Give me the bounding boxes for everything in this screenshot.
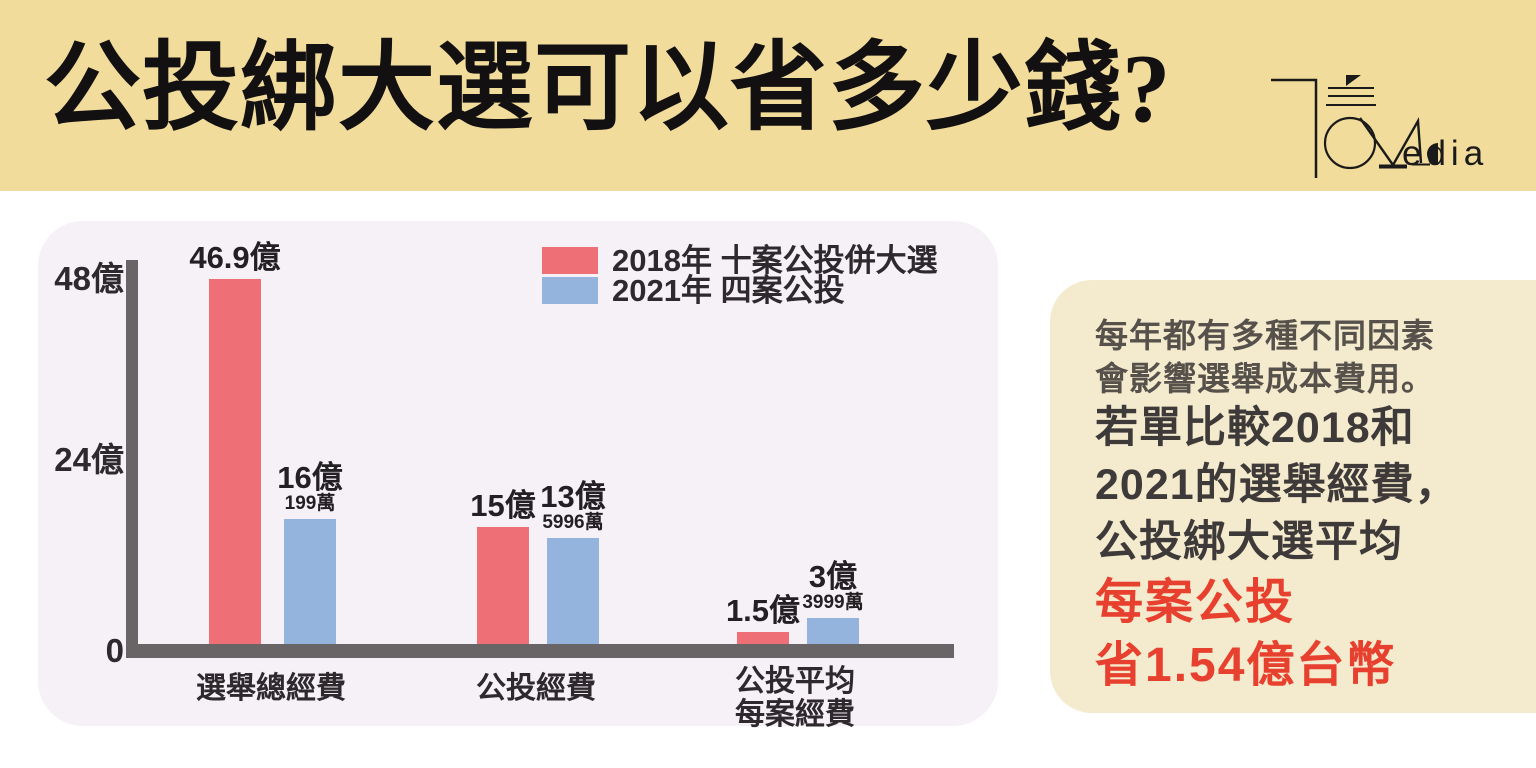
logo-c-circle — [1323, 116, 1377, 170]
page-title: 公投綁大選可以省多少錢? — [44, 35, 1172, 142]
bar-series0-group1 — [477, 527, 529, 644]
note-line-4: 2021的選舉經費， — [1095, 461, 1459, 509]
logo-d-bowl — [1427, 143, 1438, 165]
bar-series0-group0 — [209, 279, 261, 644]
legend-label-2021: 2021年 四案公投 — [612, 272, 845, 308]
logo-corner-stroke — [1271, 78, 1318, 178]
note-line-2: 會影響選舉成本費用。 — [1095, 360, 1435, 397]
bar-chart-card: 48億 24億 0 2018年 十案公投併大選 2021年 四案公投 46.9億… — [38, 221, 998, 731]
logo-flag — [1346, 75, 1361, 86]
summary-note-text: 每年都有多種不同因素 會影響選舉成本費用。 若單比較2018和 2021的選舉經… — [1095, 314, 1459, 697]
legend-item-2018: 2018年 十案公投併大選 — [542, 242, 938, 278]
legend-swatch-2021 — [542, 276, 598, 304]
bar-value-label-series1-group0: 16億 199萬 — [277, 460, 343, 515]
x-axis-line — [126, 644, 954, 658]
logo-m-stroke — [1359, 116, 1423, 168]
bar-value-label-series1-group2: 3億 3999萬 — [802, 559, 864, 614]
bar-series1-group1 — [547, 538, 599, 644]
bar-value-label-series1-group1: 13億 5996萬 — [540, 479, 606, 534]
header-banner: 公投綁大選可以省多少錢? edia — [0, 0, 1536, 191]
legend-item-2021: 2021年 四案公投 — [542, 272, 845, 308]
summary-note-card: 每年都有多種不同因素 會影響選舉成本費用。 若單比較2018和 2021的選舉經… — [1050, 280, 1536, 713]
category-label-2: 公投平均 每案經費 — [735, 665, 855, 731]
y-axis-tick-24: 24億 — [54, 441, 124, 478]
legend-label-2018: 2018年 十案公投併大選 — [612, 242, 938, 278]
y-axis-tick-0: 0 — [105, 632, 124, 669]
note-line-5: 公投綁大選平均 — [1095, 518, 1403, 566]
note-line-1: 每年都有多種不同因素 — [1095, 317, 1435, 354]
category-label-0: 選舉總經費 — [196, 672, 346, 705]
note-highlight-2: 省1.54億台幣 — [1095, 639, 1397, 692]
bar-series0-group2 — [737, 632, 789, 644]
tc-media-logo: edia — [1271, 75, 1488, 178]
y-axis-line — [126, 260, 138, 658]
logo-speech-lines — [1326, 87, 1376, 106]
bar-value-label-series0-group1: 15億 — [470, 487, 536, 523]
bar-series1-group0 — [284, 519, 336, 644]
y-axis-tick-48: 48億 — [54, 260, 124, 297]
bar-value-label-series0-group0: 46.9億 — [189, 239, 281, 275]
note-line-3: 若單比較2018和 — [1095, 404, 1415, 452]
note-highlight-1: 每案公投 — [1095, 576, 1296, 629]
logo-wordmark: edia — [1402, 134, 1488, 173]
bar-value-label-series0-group2: 1.5億 — [725, 592, 801, 628]
category-label-1: 公投經費 — [476, 672, 596, 705]
bar-series1-group2 — [807, 618, 859, 644]
legend-swatch-2018 — [542, 246, 598, 274]
